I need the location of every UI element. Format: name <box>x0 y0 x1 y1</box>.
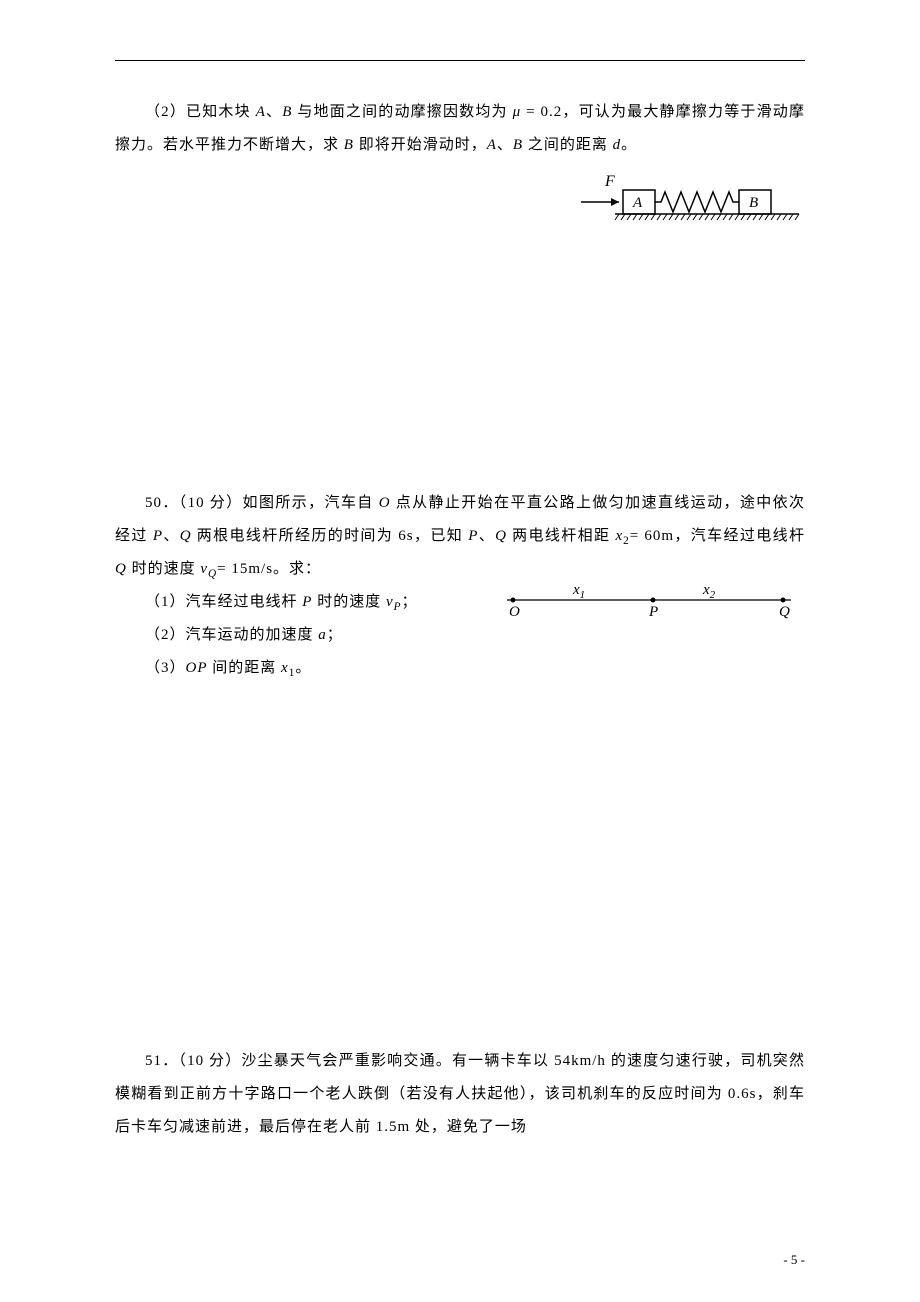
var-B: B <box>282 104 292 120</box>
block-B-label: B <box>749 195 758 211</box>
point-Q <box>781 598 786 603</box>
q50-item3: （3）OP 间的距离 x1。 <box>115 652 805 685</box>
point-P <box>651 598 656 603</box>
opq-line-figure: x1 x2 O P Q <box>505 582 795 622</box>
q49-part2-text: （2）已知木块 A、B 与地面之间的动摩擦因数均为 μ = 0.2，可认为最大静… <box>115 96 805 162</box>
point-O <box>511 598 516 603</box>
q51-text: 51．（10 分）沙尘暴天气会严重影响交通。有一辆卡车以 54km/h 的速度匀… <box>115 1045 805 1144</box>
q50-header: 50．（10 分）如图所示，汽车自 O 点从静止开始在平直公路上做匀加速直线运动… <box>115 487 805 586</box>
q49-label: （2） <box>145 104 186 120</box>
q50-figure-wrap: x1 x2 O P Q <box>505 582 795 627</box>
spring-blocks-figure: F A B <box>575 172 805 227</box>
Q-label: Q <box>779 604 790 620</box>
page-number: - 5 - <box>783 1252 805 1268</box>
var-A: A <box>256 104 266 120</box>
O-label: O <box>509 604 520 620</box>
x2-label: x2 <box>702 582 716 601</box>
force-label-F: F <box>604 173 615 190</box>
var-d: d <box>613 137 622 153</box>
block-A-label: A <box>632 195 643 211</box>
q50-block: 50．（10 分）如图所示，汽车自 O 点从静止开始在平直公路上做匀加速直线运动… <box>115 487 805 685</box>
q49-figure-wrap: F A B <box>115 172 805 227</box>
page: （2）已知木块 A、B 与地面之间的动摩擦因数均为 μ = 0.2，可认为最大静… <box>0 0 920 1302</box>
var-mu: μ <box>513 104 522 120</box>
P-label: P <box>648 604 658 620</box>
x1-label: x1 <box>572 582 585 601</box>
top-rule <box>115 60 805 61</box>
